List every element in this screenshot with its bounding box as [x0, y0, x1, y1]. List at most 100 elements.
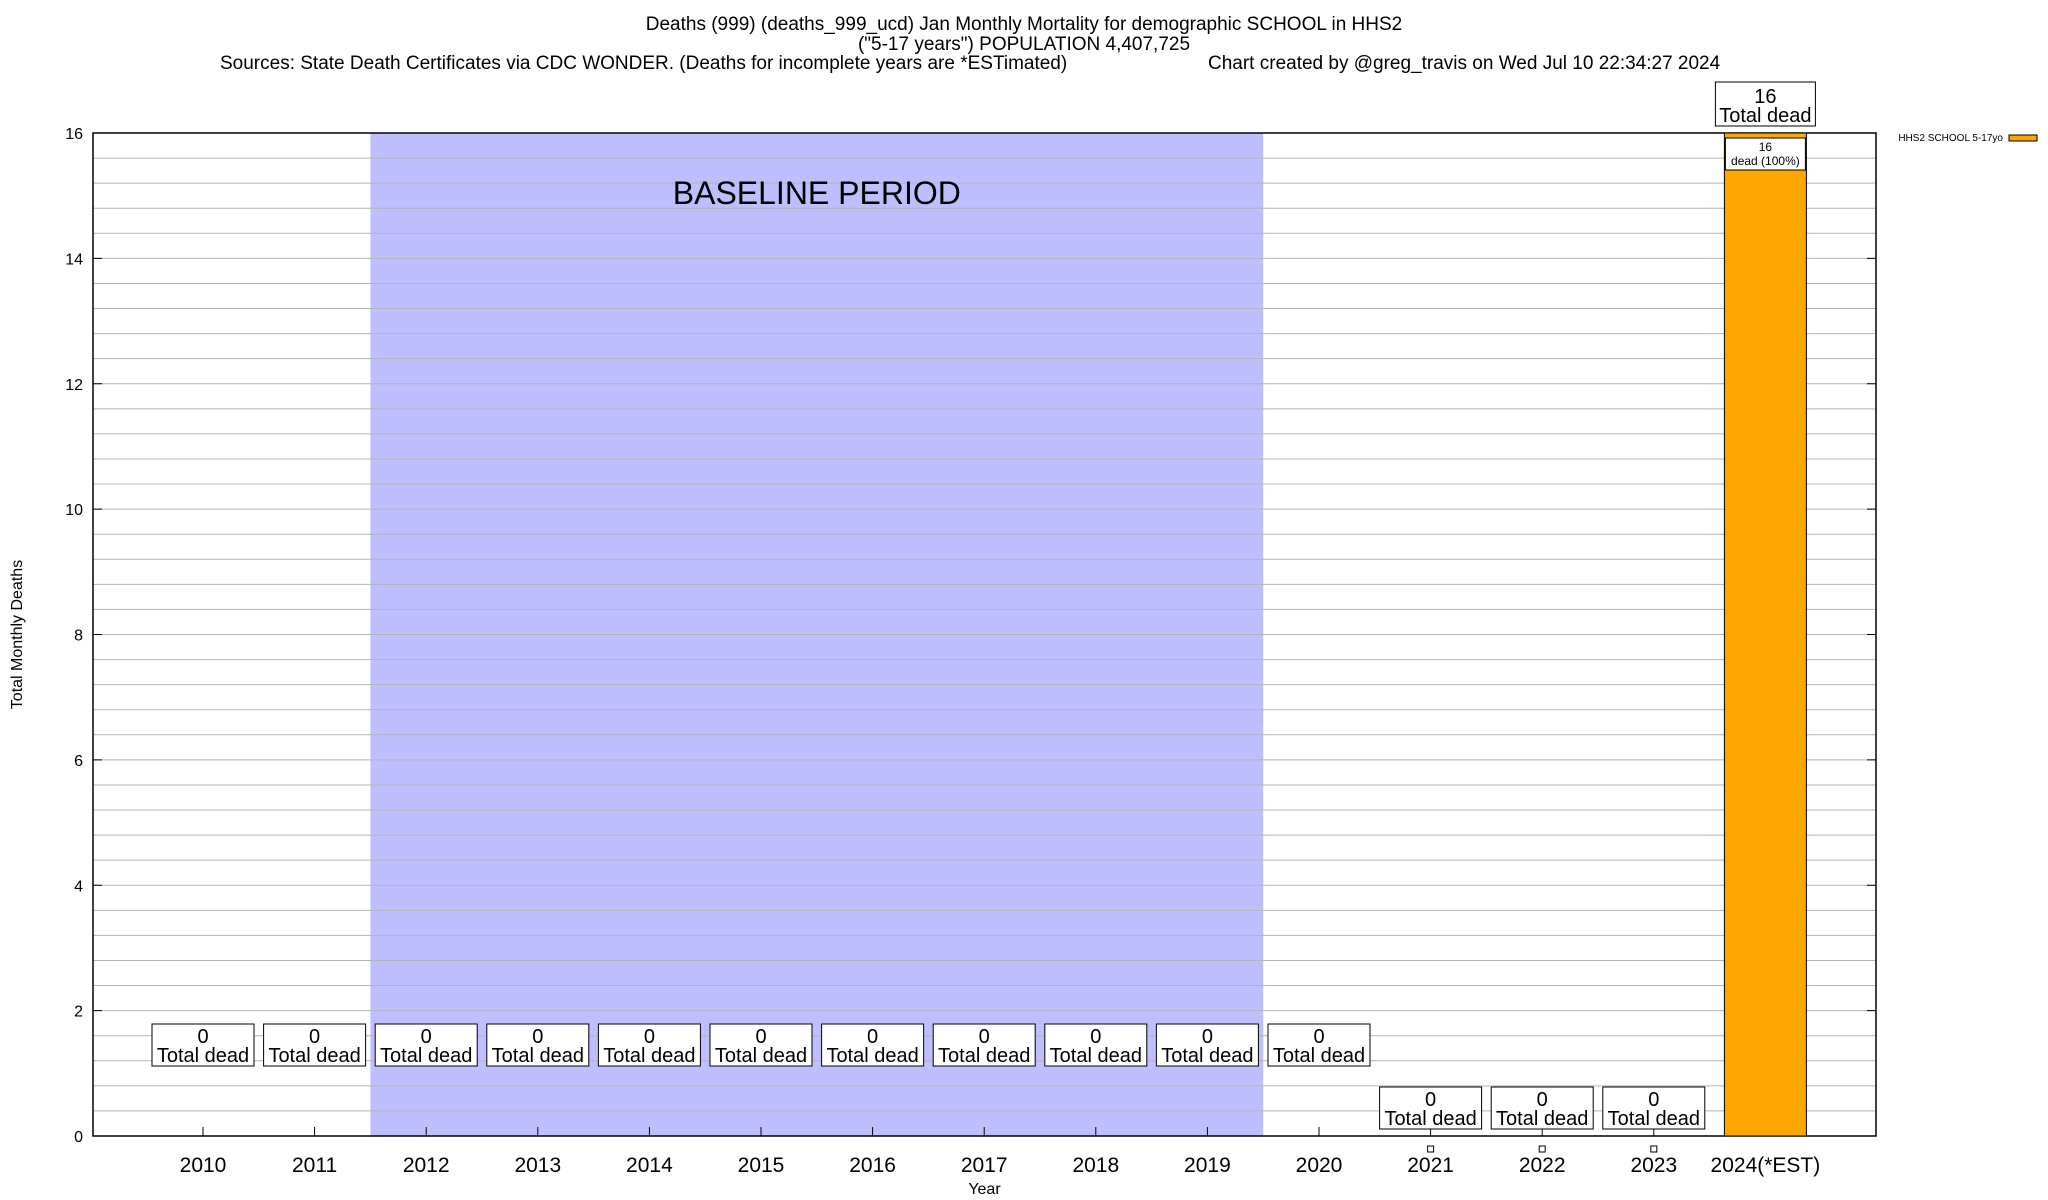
total-label-box: [709, 1023, 813, 1067]
y-tick-label: 10: [65, 502, 83, 519]
total-label-value: 0: [979, 1026, 990, 1048]
segment-label-value: 16: [1759, 140, 1773, 154]
total-label-text: Total dead: [157, 1045, 249, 1067]
x-axis-label: Year: [968, 1181, 1001, 1198]
bar-series: [1427, 132, 1807, 1153]
total-label-text: Total dead: [1273, 1045, 1365, 1067]
x-tick-label: 2023: [1630, 1154, 1677, 1177]
total-label-text: Total dead: [492, 1045, 584, 1067]
total-label-box: [1490, 1086, 1594, 1130]
credit-note: Chart created by @greg_travis on Wed Jul…: [1208, 53, 1721, 74]
x-tick-label: 2024(*EST): [1711, 1154, 1821, 1177]
total-label-box: [932, 1023, 1036, 1067]
total-label-text: Total dead: [826, 1045, 918, 1067]
y-tick-label: 4: [74, 878, 83, 895]
y-tick-label: 0: [74, 1129, 83, 1146]
total-label-text: Total dead: [938, 1045, 1030, 1067]
total-label-text: Total dead: [1050, 1045, 1142, 1067]
x-tick-label: 2020: [1296, 1154, 1343, 1177]
y-tick-label: 2: [74, 1004, 83, 1021]
zero-marker: [1427, 1145, 1435, 1153]
x-tick-label: 2018: [1072, 1154, 1119, 1177]
y-tick-label: 6: [74, 753, 83, 770]
chart-subtitle: ("5-17 years") POPULATION 4,407,725: [857, 34, 1191, 55]
total-label-value: 16: [1754, 86, 1776, 108]
total-label-value: 0: [421, 1026, 432, 1048]
x-tick-label: 2015: [738, 1154, 785, 1177]
total-label-text: Total dead: [380, 1045, 472, 1067]
zero-marker: [1538, 1145, 1546, 1153]
total-label-value: 0: [644, 1026, 655, 1048]
legend: HHS2 SCHOOL 5-17yo: [1898, 133, 2038, 144]
total-label-box: [1379, 1086, 1483, 1130]
total-label-text: Total dead: [1384, 1108, 1476, 1130]
y-axis-label: Total Monthly Deaths: [9, 560, 26, 709]
total-label-box: [1714, 81, 1816, 127]
total-label-value: 0: [1648, 1089, 1659, 1111]
bar: [1723, 132, 1807, 1137]
total-label-value: 0: [1090, 1026, 1101, 1048]
total-label-box: [374, 1023, 478, 1067]
sources-note: Sources: State Death Certificates via CD…: [220, 53, 1068, 74]
total-label-text: Total dead: [1719, 105, 1811, 127]
total-label-value: 0: [1313, 1026, 1324, 1048]
x-tick-label: 2017: [961, 1154, 1008, 1177]
x-tick-label: 2016: [849, 1154, 896, 1177]
total-label-text: Total dead: [1496, 1108, 1588, 1130]
chart-grid: [93, 157, 1876, 1112]
total-label-box: [151, 1023, 255, 1067]
total-label-box: [1044, 1023, 1148, 1067]
segment-label-text: dead (100%): [1731, 154, 1800, 168]
x-tick-label: 2019: [1184, 1154, 1231, 1177]
total-label-text: Total dead: [603, 1045, 695, 1067]
total-label-box: [1602, 1086, 1706, 1130]
y-tick-label: 8: [74, 628, 83, 645]
total-label-value: 0: [197, 1026, 208, 1048]
x-tick-label: 2011: [292, 1154, 337, 1177]
x-tick-label: 2012: [403, 1154, 450, 1177]
total-label-box: [263, 1023, 367, 1067]
baseline-period-label: BASELINE PERIOD: [673, 175, 961, 211]
legend-swatch: [2008, 134, 2038, 142]
y-tick-label: 16: [65, 126, 83, 143]
y-tick-label: 12: [65, 377, 83, 394]
total-label-box: [486, 1023, 590, 1067]
total-label-value: 0: [1425, 1089, 1436, 1111]
total-label-text: Total dead: [268, 1045, 360, 1067]
total-label-text: Total dead: [1161, 1045, 1253, 1067]
total-label-value: 0: [867, 1026, 878, 1048]
total-label-value: 0: [755, 1026, 766, 1048]
x-tick-label: 2021: [1407, 1154, 1454, 1177]
total-label-box: [1155, 1023, 1259, 1067]
total-label-text: Total dead: [715, 1045, 807, 1067]
chart-title: Deaths (999) (deaths_999_ucd) Jan Monthl…: [645, 14, 1403, 35]
x-tick-label: 2014: [626, 1154, 673, 1177]
x-tick-label: 2010: [180, 1154, 227, 1177]
total-label-value: 0: [309, 1026, 320, 1048]
total-label-value: 0: [1537, 1089, 1548, 1111]
zero-marker: [1650, 1145, 1658, 1153]
total-label-box: [1267, 1023, 1371, 1067]
legend-entry-label: HHS2 SCHOOL 5-17yo: [1898, 133, 2003, 144]
total-label-value: 0: [1202, 1026, 1213, 1048]
x-axis-ticks: 2010 2011 2012 2013 2014 2015 2016 2017 2018 2019…: [180, 1127, 1821, 1177]
total-label-text: Total dead: [1608, 1108, 1700, 1130]
y-tick-label: 14: [65, 251, 83, 268]
total-label-box: [821, 1023, 925, 1067]
total-label-box: [597, 1023, 701, 1067]
